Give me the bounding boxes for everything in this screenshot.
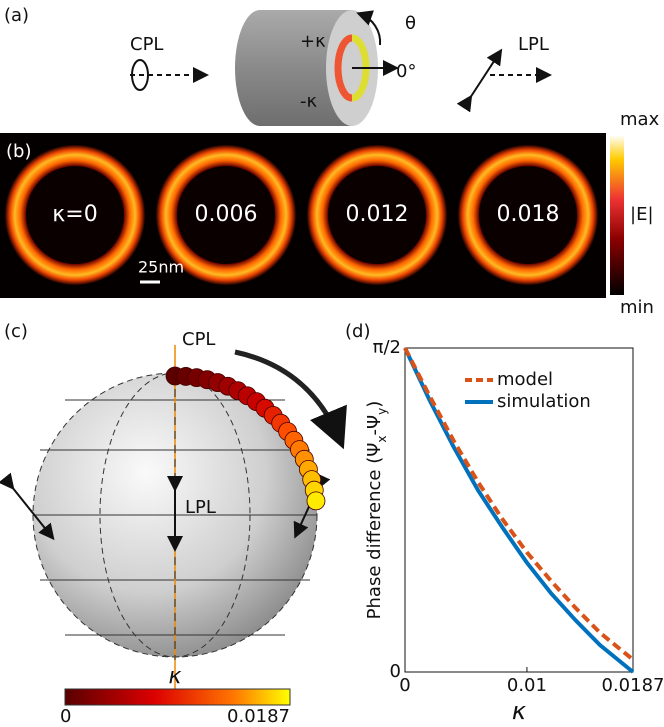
colorbar-min: min bbox=[620, 297, 654, 318]
y-axis-label-part: y bbox=[375, 408, 389, 415]
y-axis-label-part: Phase difference (Ψ bbox=[364, 443, 385, 620]
colorbar-tick: 0 bbox=[60, 706, 71, 727]
colorbar bbox=[610, 135, 624, 295]
ring-label: κ=0 bbox=[52, 202, 97, 227]
panel-label: (b) bbox=[6, 141, 31, 162]
y-axis-label-part: x bbox=[375, 435, 389, 442]
y-axis-label-part: ) bbox=[364, 401, 385, 408]
x-tick-label: 0.01 bbox=[507, 675, 547, 696]
ring-label: 0.012 bbox=[346, 202, 409, 227]
figure: (a) CPL +κ -κ θ 0° LPL (b) κ=00.0060.012… bbox=[0, 0, 664, 727]
scale-label: 25nm bbox=[138, 258, 184, 277]
y-axis-label: Phase difference (Ψx-Ψy) bbox=[364, 401, 389, 620]
plus-kappa: +κ bbox=[300, 31, 326, 52]
lpl-icon bbox=[470, 52, 500, 98]
colorbar-tick: 0.0187 bbox=[227, 706, 290, 727]
x-tick-label: 0.0187 bbox=[602, 675, 664, 696]
colorbar-label: κ bbox=[169, 664, 182, 689]
panel-label: (c) bbox=[4, 321, 28, 342]
x-axis-label: κ bbox=[512, 697, 527, 725]
kappa-colorbar bbox=[65, 689, 290, 705]
zero-deg: 0° bbox=[396, 61, 416, 82]
y-tick-label: π/2 bbox=[373, 337, 401, 358]
lpl-label: LPL bbox=[185, 497, 216, 518]
ring-label: 0.018 bbox=[497, 202, 560, 227]
legend-label: model bbox=[497, 369, 553, 390]
minus-kappa: -κ bbox=[300, 91, 317, 112]
ring-label: 0.006 bbox=[195, 202, 258, 227]
theta: θ bbox=[405, 13, 416, 34]
cpl-label: CPL bbox=[130, 34, 163, 55]
x-tick-label: 0 bbox=[399, 675, 410, 696]
legend-label: simulation bbox=[497, 391, 591, 412]
panel-label: (d) bbox=[345, 321, 370, 342]
y-axis-label-part: -Ψ bbox=[364, 415, 385, 436]
kappa-point bbox=[307, 492, 325, 510]
cpl-label: CPL bbox=[182, 329, 215, 350]
panel-label: (a) bbox=[4, 5, 29, 26]
colorbar-label: |E| bbox=[630, 204, 654, 225]
colorbar-max: max bbox=[620, 109, 660, 130]
lpl-label: LPL bbox=[518, 34, 549, 55]
